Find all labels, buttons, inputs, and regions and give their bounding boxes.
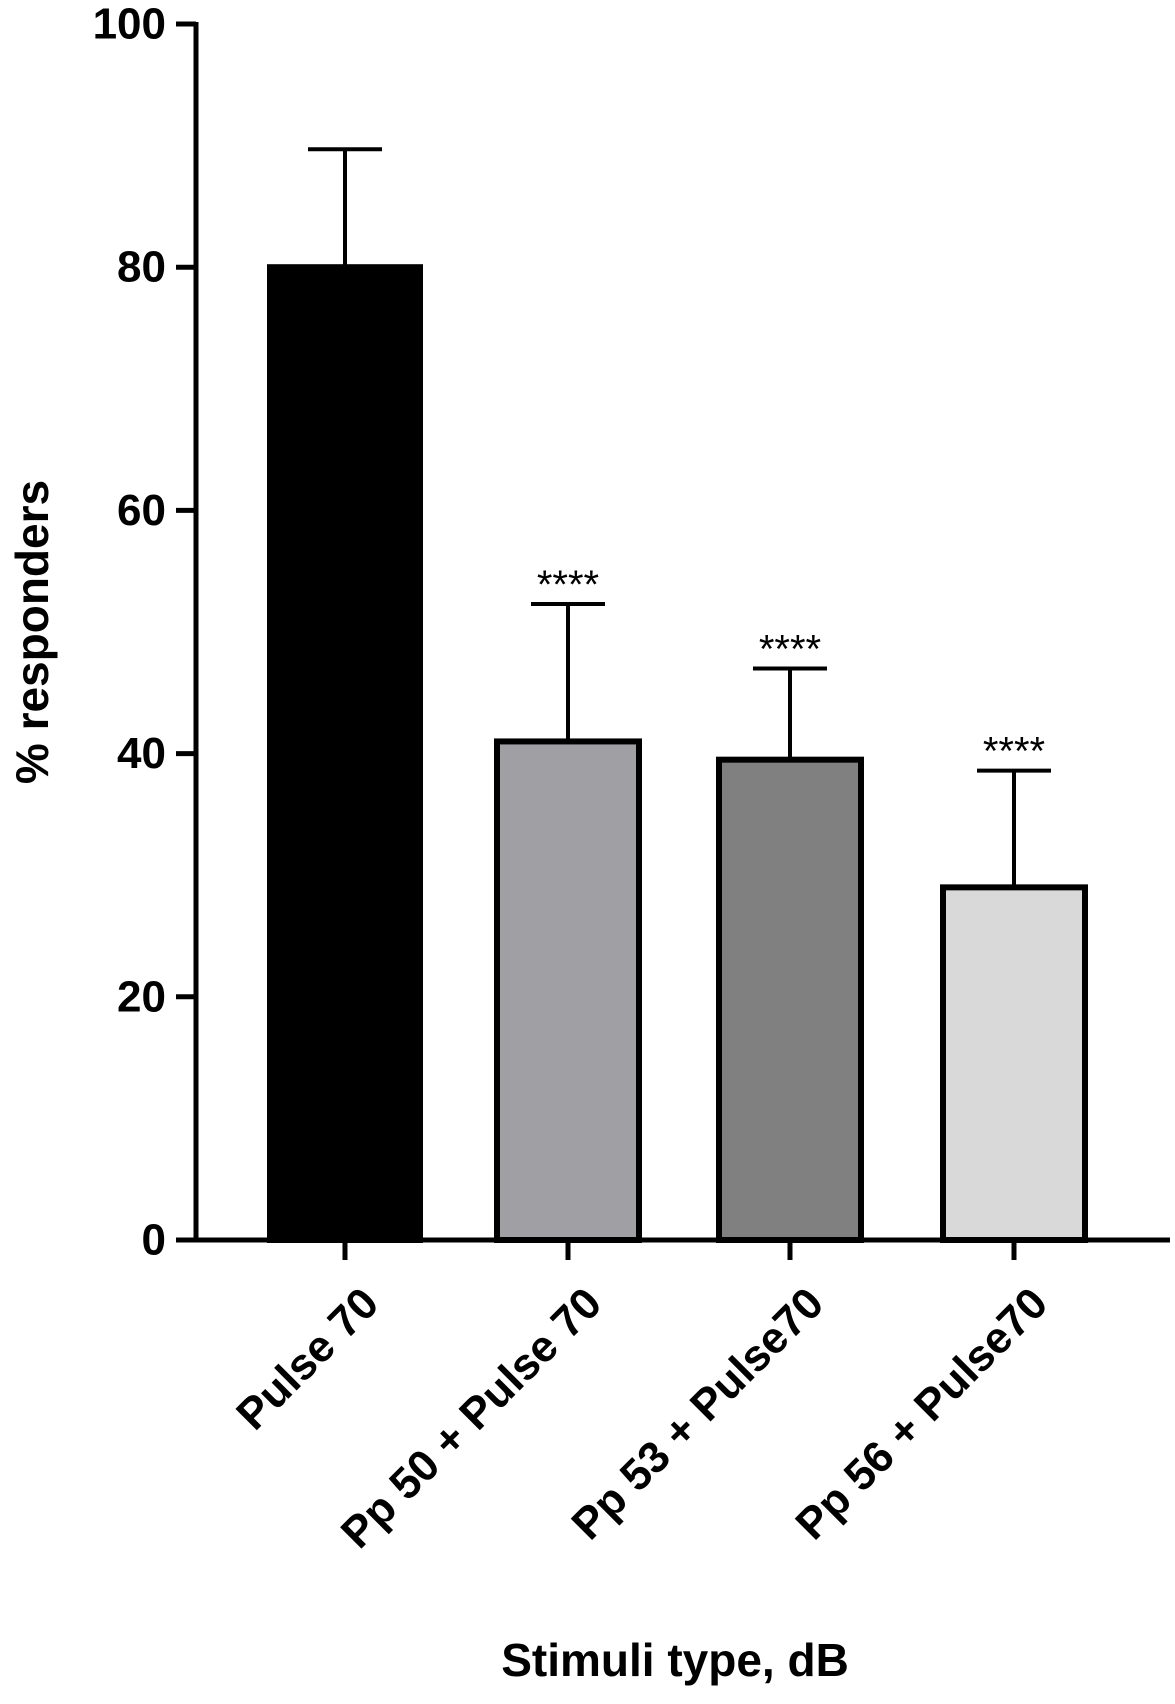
y-tick-label: 100 — [93, 0, 166, 49]
significance-label: **** — [537, 563, 599, 607]
bar — [716, 756, 864, 1243]
significance-label: **** — [983, 730, 1045, 774]
bar — [940, 884, 1088, 1243]
y-tick-label: 60 — [117, 486, 166, 535]
y-tick-label: 80 — [117, 243, 166, 292]
y-tick-label: 20 — [117, 972, 166, 1021]
y-ticks: 0 20 40 60 80 100 — [93, 0, 196, 1265]
x-axis-label: Stimuli type, dB — [501, 1634, 849, 1686]
x-tick-label: Pulse 70 — [227, 1278, 388, 1439]
y-tick-label: 40 — [117, 729, 166, 778]
y-tick-label: 0 — [142, 1216, 166, 1265]
significance-label: **** — [759, 627, 821, 671]
bar — [267, 264, 423, 1243]
y-axis-label: % responders — [6, 480, 58, 784]
bar — [494, 738, 642, 1243]
bars: **** **** **** — [267, 147, 1088, 1243]
